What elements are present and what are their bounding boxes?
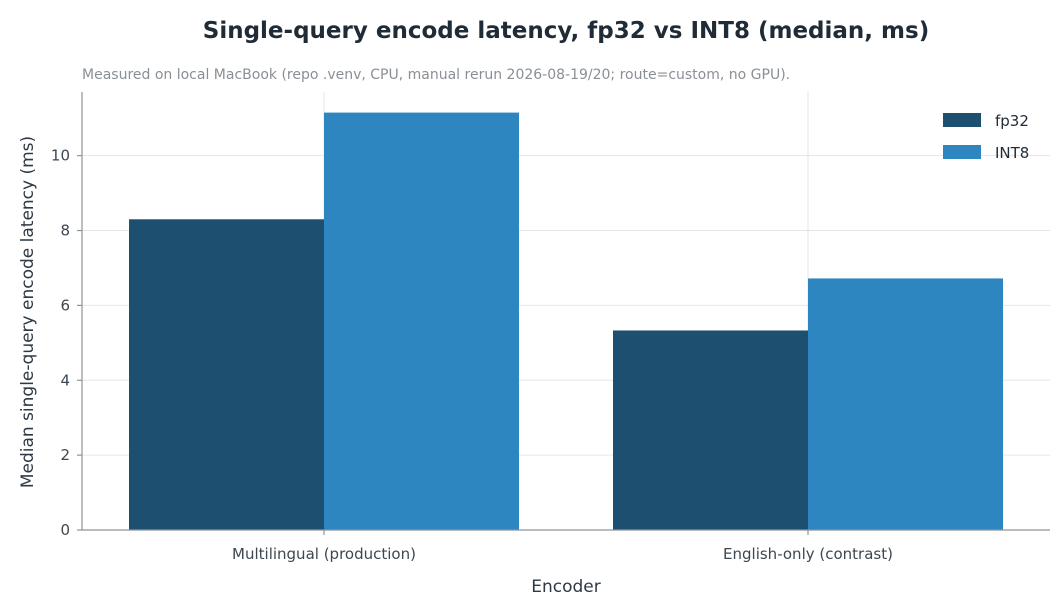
chart-subtitle: Measured on local MacBook (repo .venv, C… — [82, 67, 790, 83]
y-tick-label: 4 — [60, 371, 70, 389]
y-tick-label: 10 — [51, 147, 70, 165]
legend-swatch-fp32 — [943, 113, 981, 127]
legend-label-int8: INT8 — [995, 144, 1029, 162]
y-tick-label: 6 — [60, 296, 70, 314]
axis-layer: 0 2 4 6 8 10 Multilingual (production) English-… — [51, 92, 1050, 563]
legend-swatch-int8 — [943, 145, 981, 159]
y-axis-title: Median single-query encode latency (ms) — [18, 136, 38, 488]
bar-int8-0 — [324, 112, 519, 530]
legend: fp32 INT8 — [943, 112, 1029, 162]
y-tick-label: 0 — [60, 521, 70, 539]
bar-fp32-0 — [129, 219, 324, 531]
x-tick-label: Multilingual (production) — [232, 545, 416, 563]
bar-fp32-1 — [613, 330, 808, 530]
y-tick-label: 8 — [60, 222, 70, 240]
y-tick-label: 2 — [60, 446, 70, 464]
x-tick-label: English-only (contrast) — [723, 545, 893, 563]
bar-layer — [129, 112, 1003, 531]
x-axis-title: Encoder — [531, 577, 601, 597]
bar-int8-1 — [808, 278, 1003, 530]
chart-title: Single-query encode latency, fp32 vs INT… — [203, 18, 929, 44]
legend-label-fp32: fp32 — [995, 112, 1029, 130]
